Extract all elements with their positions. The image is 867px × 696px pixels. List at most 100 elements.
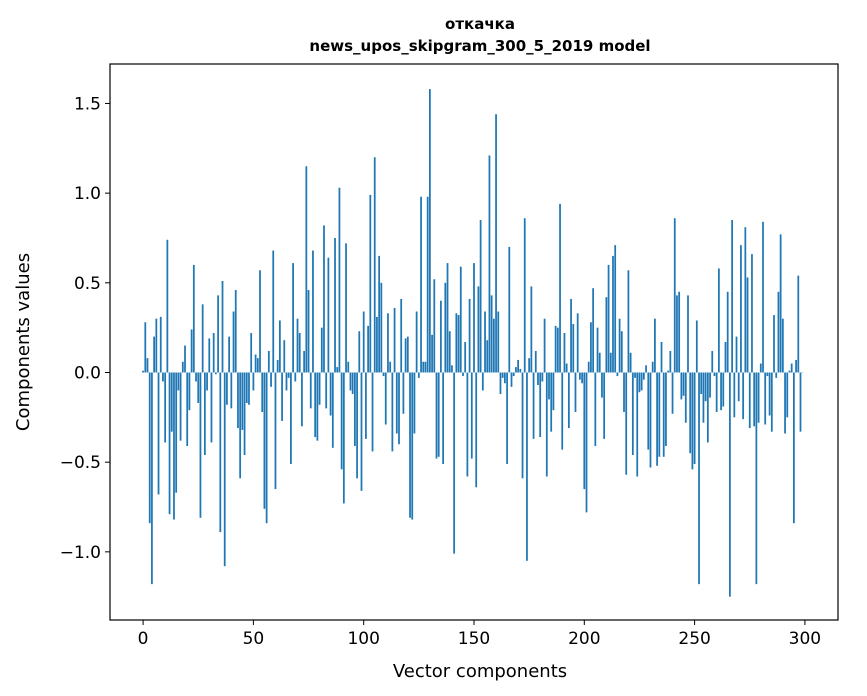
chart-title: откачка xyxy=(445,15,515,33)
bar-146 xyxy=(464,342,467,373)
bar-78 xyxy=(314,372,317,438)
bar-249 xyxy=(691,372,694,470)
bar-166 xyxy=(508,246,511,373)
bar-70 xyxy=(296,318,299,373)
bar-63 xyxy=(281,372,283,421)
bar-175 xyxy=(528,358,531,373)
bar-195 xyxy=(572,324,575,373)
y-axis-label: Components values xyxy=(13,253,34,431)
bar-256 xyxy=(706,372,709,443)
bar-77 xyxy=(312,250,314,373)
bar-282 xyxy=(764,372,767,425)
bar-55 xyxy=(263,372,266,509)
bar-177 xyxy=(532,372,535,439)
bar-281 xyxy=(762,221,764,373)
bar-53 xyxy=(259,270,261,373)
bar-295 xyxy=(792,372,795,524)
bar-80 xyxy=(318,372,321,405)
bar-157 xyxy=(488,155,491,373)
bar-51 xyxy=(254,354,257,373)
bar-42 xyxy=(234,289,237,373)
bar-56 xyxy=(265,372,268,524)
bar-233 xyxy=(656,372,658,466)
bar-251 xyxy=(695,320,698,373)
bar-27 xyxy=(201,304,204,373)
bar-189 xyxy=(559,203,561,373)
bar-62 xyxy=(278,320,281,373)
bar-76 xyxy=(309,372,312,409)
bar-127 xyxy=(422,361,425,373)
bar-83 xyxy=(325,372,328,409)
bar-268 xyxy=(733,372,736,418)
bar-215 xyxy=(616,372,619,377)
x-tick-label: 0 xyxy=(138,629,149,649)
bar-36 xyxy=(221,281,224,373)
bar-298 xyxy=(799,372,802,432)
x-tick-label: 150 xyxy=(458,629,490,649)
bar-291 xyxy=(784,372,786,434)
bar-156 xyxy=(486,340,489,373)
bar-168 xyxy=(512,372,515,377)
bar-142 xyxy=(455,313,458,373)
x-tick-label: 250 xyxy=(678,629,710,649)
bar-264 xyxy=(724,342,727,373)
bar-98 xyxy=(358,331,361,373)
bar-164 xyxy=(504,372,506,384)
bar-213 xyxy=(612,255,614,373)
bar-72 xyxy=(301,372,303,427)
bar-153 xyxy=(479,220,482,373)
chart-subtitle: news_upos_skipgram_300_5_2019 model xyxy=(309,37,650,55)
bar-206 xyxy=(596,327,599,373)
bar-50 xyxy=(252,372,255,391)
y-tick-label: 1.5 xyxy=(74,94,101,114)
bar-120 xyxy=(406,336,409,373)
bar-107 xyxy=(378,255,381,373)
bar-214 xyxy=(614,245,617,373)
bar-179 xyxy=(537,372,539,386)
bar-181 xyxy=(541,372,544,382)
bar-52 xyxy=(256,358,259,373)
bar-154 xyxy=(481,372,484,391)
bar-118 xyxy=(402,372,405,414)
bar-158 xyxy=(490,295,493,373)
bar-24 xyxy=(195,372,197,382)
bar-287 xyxy=(775,372,778,378)
bar-284 xyxy=(768,372,771,416)
x-tick-label: 300 xyxy=(789,629,821,649)
bar-94 xyxy=(349,372,352,391)
x-tick-label: 100 xyxy=(347,629,379,649)
bar-267 xyxy=(731,220,733,373)
bar-73 xyxy=(303,350,306,373)
bar-292 xyxy=(786,372,789,418)
bar-82 xyxy=(323,225,325,373)
bar-28 xyxy=(203,372,206,455)
bar-15 xyxy=(175,372,178,493)
bar-122 xyxy=(411,372,414,520)
bar-14 xyxy=(173,372,175,520)
bar-258 xyxy=(711,350,714,373)
bar-71 xyxy=(298,333,301,373)
bar-101 xyxy=(365,372,367,439)
bar-205 xyxy=(594,372,597,447)
bar-218 xyxy=(623,372,625,412)
bar-132 xyxy=(433,279,436,373)
bar-271 xyxy=(740,245,742,373)
bar-201 xyxy=(585,372,588,513)
bar-6 xyxy=(155,318,158,373)
bar-273 xyxy=(744,227,747,373)
bar-97 xyxy=(356,372,358,479)
bar-169 xyxy=(515,367,517,373)
bar-290 xyxy=(781,318,784,373)
bar-112 xyxy=(389,361,392,373)
bar-178 xyxy=(534,350,537,373)
bar-254 xyxy=(702,372,705,423)
bar-124 xyxy=(415,311,418,373)
bar-18 xyxy=(181,361,184,373)
bar-209 xyxy=(603,372,606,439)
y-tick-label: −1.0 xyxy=(60,543,101,563)
bar-212 xyxy=(609,352,612,373)
bar-188 xyxy=(556,327,559,373)
bar-234 xyxy=(658,372,661,457)
bar-7 xyxy=(157,372,160,495)
bar-229 xyxy=(647,372,650,450)
